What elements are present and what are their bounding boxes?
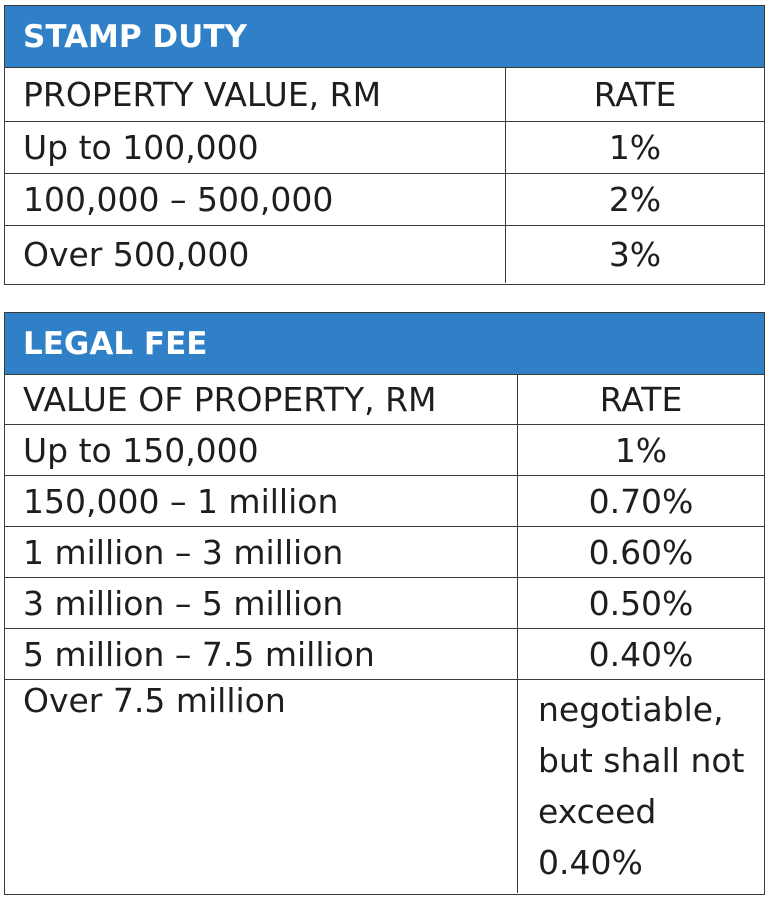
legal-fee-range: 5 million – 7.5 million — [23, 634, 375, 674]
legal-fee-range: 150,000 – 1 million — [23, 481, 339, 521]
stamp-duty-title: STAMP DUTY — [5, 6, 764, 68]
table-row: Over 7.5 million negotiable, but shall n… — [5, 680, 764, 893]
legal-fee-range: 1 million – 3 million — [23, 532, 344, 572]
legal-fee-rate: 0.60% — [517, 527, 764, 577]
table-row: Over 500,000 3% — [5, 226, 764, 283]
legal-fee-table: LEGAL FEE VALUE OF PROPERTY, RM RATE Up … — [4, 312, 765, 895]
stamp-duty-range: 100,000 – 500,000 — [23, 180, 334, 219]
table-row: Up to 150,000 1% — [5, 425, 764, 476]
legal-fee-col-header-rate: RATE — [517, 375, 764, 424]
table-row: 150,000 – 1 million 0.70% — [5, 476, 764, 527]
stamp-duty-range: Over 500,000 — [23, 235, 250, 274]
legal-fee-rate: 0.50% — [517, 578, 764, 628]
table-row: 3 million – 5 million 0.50% — [5, 578, 764, 629]
legal-fee-header-row: VALUE OF PROPERTY, RM RATE — [5, 375, 764, 425]
legal-fee-range: Up to 150,000 — [23, 430, 259, 470]
stamp-duty-header-row: PROPERTY VALUE, RM RATE — [5, 68, 764, 122]
legal-fee-col-header-value: VALUE OF PROPERTY, RM — [23, 380, 437, 419]
legal-fee-rate: 0.70% — [517, 476, 764, 526]
table-row: Up to 100,000 1% — [5, 122, 764, 174]
stamp-duty-col-header-rate: RATE — [505, 68, 764, 121]
stamp-duty-rate: 2% — [505, 174, 764, 225]
stamp-duty-col-header-value: PROPERTY VALUE, RM — [23, 75, 382, 114]
stamp-duty-table: STAMP DUTY PROPERTY VALUE, RM RATE Up to… — [4, 5, 765, 285]
legal-fee-range: 3 million – 5 million — [23, 583, 344, 623]
legal-fee-rate: negotiable, but shall not exceed 0.40% — [517, 680, 764, 893]
legal-fee-rate: 0.40% — [517, 629, 764, 679]
legal-fee-title: LEGAL FEE — [5, 313, 764, 375]
legal-fee-rate: 1% — [517, 425, 764, 475]
legal-fee-range: Over 7.5 million — [23, 681, 286, 720]
table-row: 5 million – 7.5 million 0.40% — [5, 629, 764, 680]
stamp-duty-rate: 3% — [505, 226, 764, 283]
table-row: 1 million – 3 million 0.60% — [5, 527, 764, 578]
stamp-duty-range: Up to 100,000 — [23, 128, 259, 167]
table-row: 100,000 – 500,000 2% — [5, 174, 764, 226]
stamp-duty-rate: 1% — [505, 122, 764, 173]
